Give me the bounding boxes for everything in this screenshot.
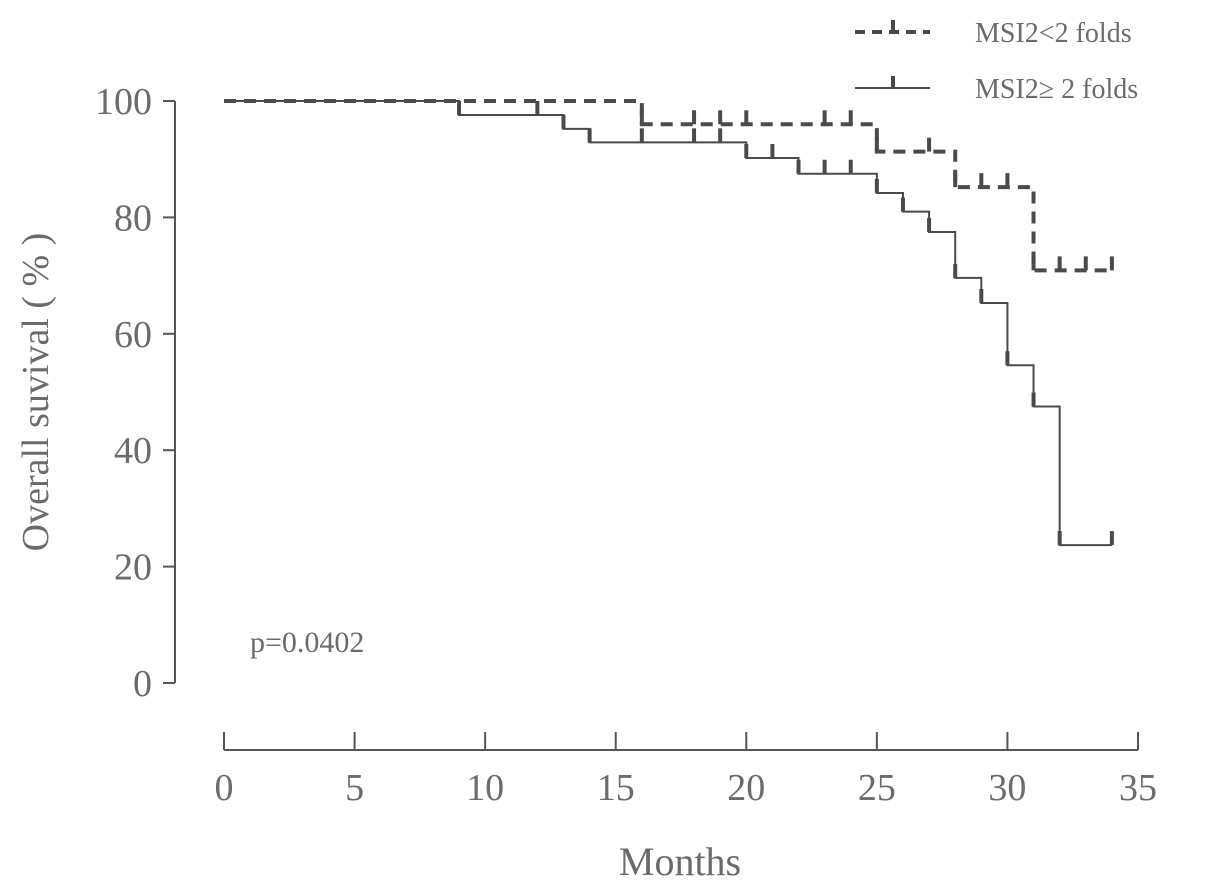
curves [224, 99, 1114, 547]
x-tick-label: 35 [1119, 767, 1157, 809]
x-tick-label: 25 [858, 767, 896, 809]
legend-label-high: MSI2≥ 2 folds [975, 74, 1138, 105]
x-tick-label: 10 [466, 767, 504, 809]
x-tick-label: 20 [727, 767, 765, 809]
x-axis-label: Months [619, 839, 741, 884]
x-tick-label: 15 [597, 767, 635, 809]
survival-curve-low [224, 99, 1112, 273]
legend: MSI2<2 folds MSI2≥ 2 folds [855, 18, 1138, 105]
y-tick-label: 100 [95, 81, 152, 123]
x-tick-label: 0 [215, 767, 234, 809]
y-tick-label: 80 [114, 197, 152, 239]
y-tick-label: 60 [114, 314, 152, 356]
y-tick-label: 20 [114, 547, 152, 589]
survival-curve-high [224, 100, 1112, 547]
axes: 0 20 40 60 80 100 0 5 10 15 20 25 30 35 [95, 81, 1157, 809]
y-tick-label: 40 [114, 430, 152, 472]
x-tick-label: 30 [988, 767, 1026, 809]
p-value-annotation: p=0.0402 [250, 626, 364, 659]
y-axis-label: Overall suvival ( % ) [15, 233, 57, 552]
x-tick-label: 5 [345, 767, 364, 809]
legend-label-low: MSI2<2 folds [975, 18, 1132, 49]
y-tick-label: 0 [133, 663, 152, 705]
